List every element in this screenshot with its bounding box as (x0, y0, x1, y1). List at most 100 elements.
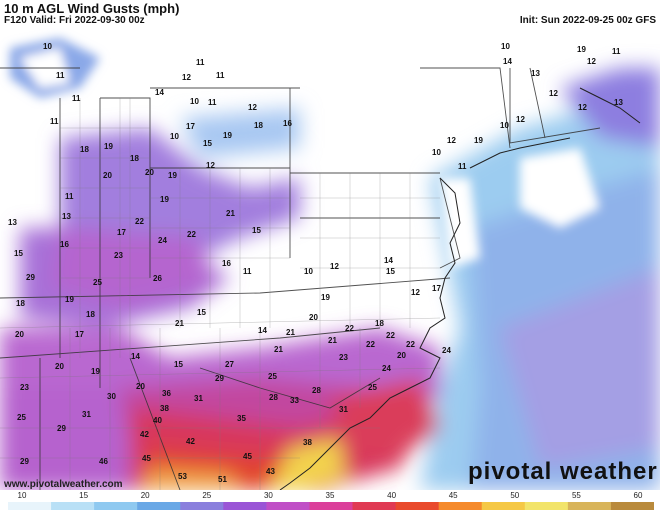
gust-value-label: 18 (375, 319, 384, 328)
legend-swatch (137, 502, 181, 510)
gust-value-label: 15 (386, 267, 395, 276)
gust-value-label: 18 (130, 154, 139, 163)
gust-value-label: 19 (65, 295, 74, 304)
legend-tick: 20 (140, 491, 150, 500)
init-time: Init: Sun 2022-09-25 00z GFS (519, 15, 656, 26)
gust-value-label: 38 (160, 404, 169, 413)
legend-tick: 45 (448, 491, 458, 500)
gust-value-label: 12 (182, 73, 191, 82)
gust-value-label: 21 (226, 209, 235, 218)
gust-value-label: 20 (103, 171, 112, 180)
gust-value-label: 31 (82, 410, 91, 419)
gust-value-label: 12 (330, 262, 339, 271)
gust-value-label: 16 (60, 240, 69, 249)
gust-value-label: 20 (136, 382, 145, 391)
gust-value-label: 22 (345, 324, 354, 333)
gust-value-label: 19 (160, 195, 169, 204)
gust-value-label: 31 (194, 394, 203, 403)
legend-swatch (481, 502, 526, 510)
gust-value-label: 13 (8, 218, 17, 227)
gust-value-label: 22 (187, 230, 196, 239)
legend-swatch (438, 502, 483, 510)
legend-tick: 10 (17, 491, 27, 500)
gust-value-label: 11 (216, 71, 225, 80)
gust-value-label: 21 (274, 345, 283, 354)
gust-value-label: 26 (153, 274, 162, 283)
gust-value-label: 10 (500, 121, 509, 130)
gust-value-label: 20 (55, 362, 64, 371)
gust-value-label: 27 (225, 360, 234, 369)
legend-tick: 30 (263, 491, 273, 500)
gust-value-label: 43 (266, 467, 275, 476)
map-title: 10 m AGL Wind Gusts (mph) (4, 1, 180, 16)
gust-value-label: 15 (203, 139, 212, 148)
gust-value-label: 35 (237, 414, 246, 423)
gust-value-label: 14 (131, 352, 140, 361)
gust-value-label: 15 (174, 360, 183, 369)
legend-tick: 55 (571, 491, 581, 500)
legend-swatch (51, 502, 95, 510)
gust-value-label: 46 (99, 457, 108, 466)
gust-value-label: 22 (135, 217, 144, 226)
site-credit[interactable]: www.pivotalweather.com (4, 479, 123, 490)
legend-swatch (352, 502, 397, 510)
gust-value-label: 11 (208, 98, 217, 107)
legend-swatch (180, 502, 224, 510)
legend-swatch (567, 502, 612, 510)
gust-value-label: 11 (458, 162, 467, 171)
gust-value-label: 16 (222, 259, 231, 268)
gust-value-label: 38 (303, 438, 312, 447)
gust-value-label: 19 (474, 136, 483, 145)
legend-swatch (223, 502, 267, 510)
gust-value-label: 22 (366, 340, 375, 349)
gust-value-label: 42 (140, 430, 149, 439)
gust-value-label: 21 (328, 336, 337, 345)
gust-value-label: 12 (248, 103, 257, 112)
gust-value-label: 13 (614, 98, 623, 107)
gust-value-label: 24 (382, 364, 391, 373)
gust-value-label: 33 (290, 396, 299, 405)
gust-value-label: 29 (26, 273, 35, 282)
gust-value-label: 18 (254, 121, 263, 130)
map-header: 10 m AGL Wind Gusts (mph) F120 Valid: Fr… (0, 0, 660, 28)
legend-tick: 60 (633, 491, 643, 500)
gust-value-label: 45 (142, 454, 151, 463)
gust-value-label: 11 (612, 47, 621, 56)
gust-value-label: 18 (86, 310, 95, 319)
gust-value-label: 14 (384, 256, 393, 265)
gust-value-label: 10 (170, 132, 179, 141)
gust-value-label: 13 (531, 69, 540, 78)
gust-value-label: 42 (186, 437, 195, 446)
gust-value-label: 24 (442, 346, 451, 355)
gust-value-label: 25 (17, 413, 26, 422)
gust-value-label: 12 (587, 57, 596, 66)
gust-value-label: 17 (186, 122, 195, 131)
legend-swatch (524, 502, 569, 510)
color-legend: 10 15 20 25 30 35 40 45 50 55 60 (0, 490, 660, 510)
gust-value-label: 45 (243, 452, 252, 461)
gust-value-label: 29 (57, 424, 66, 433)
gust-value-label: 28 (312, 386, 321, 395)
gust-value-label: 11 (65, 192, 74, 201)
gust-value-label: 21 (286, 328, 295, 337)
gust-value-label: 11 (196, 58, 205, 67)
gust-value-label: 15 (252, 226, 261, 235)
gust-value-label: 29 (215, 374, 224, 383)
gust-value-label: 10 (43, 42, 52, 51)
gust-value-label: 18 (16, 299, 25, 308)
gust-value-label: 19 (321, 293, 330, 302)
legend-color-bar (8, 502, 654, 510)
gust-value-label: 10 (304, 267, 313, 276)
legend-swatch (395, 502, 440, 510)
gust-value-label: 12 (578, 103, 587, 112)
gust-value-label: 30 (107, 392, 116, 401)
gust-value-label: 19 (104, 142, 113, 151)
gust-value-label: 36 (162, 389, 171, 398)
legend-tick: 35 (325, 491, 335, 500)
gust-value-label: 20 (397, 351, 406, 360)
legend-swatch (8, 502, 52, 510)
gust-value-label: 21 (175, 319, 184, 328)
gust-value-label: 19 (91, 367, 100, 376)
gust-value-label: 11 (50, 117, 59, 126)
gust-value-label: 23 (20, 383, 29, 392)
